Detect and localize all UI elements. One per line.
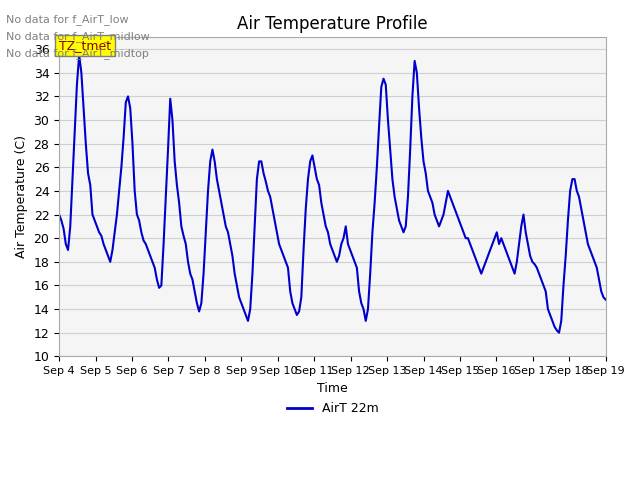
Y-axis label: Air Temperature (C): Air Temperature (C): [15, 135, 28, 258]
Text: No data for f_AirT_midtop: No data for f_AirT_midtop: [6, 48, 149, 59]
Text: TZ_tmet: TZ_tmet: [59, 39, 111, 52]
Legend: AirT 22m: AirT 22m: [282, 397, 383, 420]
Text: No data for f_AirT_low: No data for f_AirT_low: [6, 14, 129, 25]
Title: Air Temperature Profile: Air Temperature Profile: [237, 15, 428, 33]
Text: No data for f_AirT_midlow: No data for f_AirT_midlow: [6, 31, 150, 42]
X-axis label: Time: Time: [317, 382, 348, 395]
